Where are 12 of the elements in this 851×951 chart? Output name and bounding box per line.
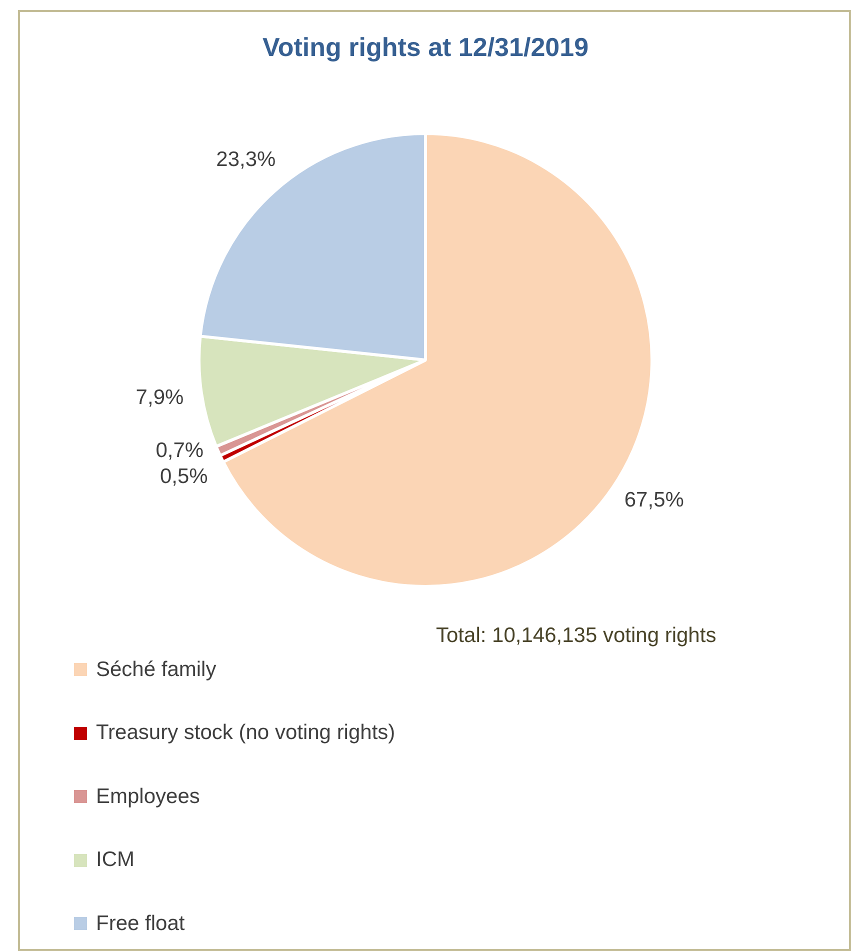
data-label: 67,5% [624,488,684,512]
legend-label: ICM [96,848,134,872]
legend-label: Treasury stock (no voting rights) [96,721,396,746]
text: Total: 10,146,135 voting rights [436,624,716,648]
chart-title: Voting rights at 12/31/2019 [261,32,590,63]
legend-label: Employees [96,784,200,809]
data-label: 23,3% [216,148,276,172]
legend-label: Séché family [96,658,216,682]
data-label: 0,7% [156,438,204,462]
legend-label: Free float [96,912,185,936]
data-label: 0,5% [160,464,208,488]
data-label: 7,9% [136,386,184,410]
